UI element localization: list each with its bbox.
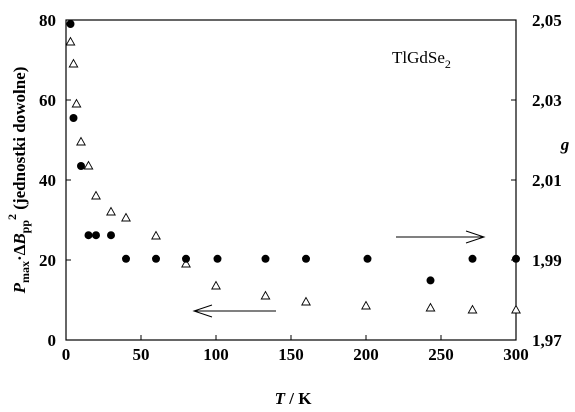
x-tick-label: 50 [133, 345, 150, 364]
circle-point [261, 254, 270, 263]
circle-point [213, 254, 222, 263]
y2-axis-label: g [560, 135, 570, 154]
triangle-point [121, 212, 131, 222]
x-tick-label: 200 [353, 345, 379, 364]
triangle-point [361, 300, 371, 310]
y2-tick-label: 2,01 [532, 171, 562, 190]
triangle-point [91, 190, 101, 200]
circle-point [69, 114, 78, 122]
circle-point [152, 254, 160, 263]
circle-point [512, 254, 520, 263]
y-tick-label: 60 [39, 91, 56, 110]
annotation-compound: TlGdSe2 [392, 48, 451, 71]
x-tick-label: 100 [203, 345, 229, 364]
y2-tick-label: 1,97 [532, 331, 562, 350]
x-tick-label: 300 [503, 345, 529, 364]
circle-point [66, 20, 75, 28]
triangle-point [181, 258, 191, 268]
triangle-point [68, 58, 79, 68]
circle-point [363, 254, 372, 263]
triangle-point [151, 230, 161, 240]
x-tick-label: 0 [62, 345, 71, 364]
circle-point [182, 254, 190, 263]
y-tick-label: 80 [39, 11, 56, 30]
data-marks [65, 20, 521, 314]
circle-point [302, 254, 310, 263]
circle-point [92, 231, 100, 240]
triangle-point [425, 302, 436, 312]
circle-point [77, 162, 85, 170]
circle-point [84, 231, 93, 240]
y-tick-label: 20 [39, 251, 56, 270]
arrow-left [192, 304, 276, 318]
arrow-right [396, 230, 486, 244]
x-axis-label: T / K [275, 389, 313, 408]
triangle-point [106, 206, 116, 216]
triangle-point [511, 304, 521, 314]
ticks: 0 50 100 150 200 250 300 0 20 40 60 80 1,97 1,99 2,01 2… [39, 11, 562, 364]
circle-point [107, 231, 115, 240]
y2-tick-label: 2,05 [532, 11, 562, 30]
circle-point [426, 276, 435, 285]
triangle-point [76, 136, 86, 146]
x-tick-label: 250 [428, 345, 454, 364]
y2-tick-label: 1,99 [532, 251, 562, 270]
triangle-point [71, 98, 82, 108]
circle-point [468, 254, 477, 263]
triangle-point [301, 296, 311, 306]
triangle-point [83, 160, 94, 170]
x-tick-label: 150 [278, 345, 304, 364]
y-axis-label: Pmax·ΔBpp2 (jednostki dowolne) [5, 67, 32, 295]
y2-tick-label: 2,03 [532, 91, 562, 110]
y-tick-label: 40 [39, 171, 56, 190]
triangle-point [65, 36, 76, 46]
circle-point [122, 254, 130, 263]
triangle-point [260, 290, 271, 300]
triangle-point [211, 280, 221, 290]
triangle-point [467, 304, 478, 314]
y-tick-label: 0 [48, 331, 57, 350]
